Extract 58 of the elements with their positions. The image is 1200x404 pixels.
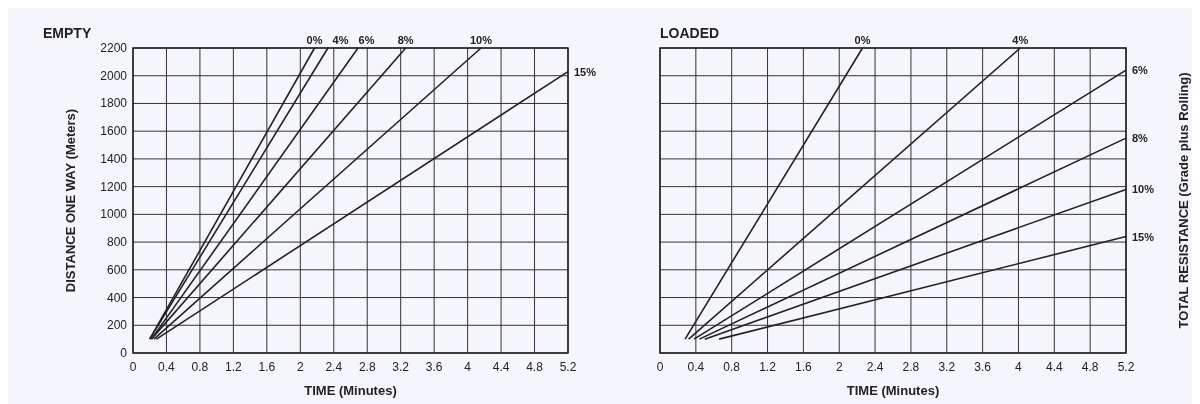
x-tick-label: 2.8 (358, 360, 376, 374)
series-label: 4% (1012, 34, 1029, 46)
y-tick-label: 600 (106, 262, 128, 277)
x-axis-title: TIME (Minutes) (846, 383, 940, 398)
series-label: 15% (1132, 230, 1155, 243)
x-tick-label: 1.6 (795, 360, 813, 374)
x-tick-label: 2.4 (325, 360, 343, 374)
x-tick-label: 2.8 (902, 360, 920, 374)
series-label: 0% (854, 34, 871, 46)
series-label: 6% (1132, 64, 1149, 77)
x-tick-label: 5.2 (1117, 360, 1135, 374)
x-tick-label: 0.8 (723, 360, 741, 374)
series-label: 10% (469, 34, 493, 46)
x-tick-label: 1.6 (258, 360, 276, 374)
x-tick-label: 0 (656, 360, 664, 374)
y-tick-label: 1400 (100, 151, 128, 166)
x-tick-label: 4.8 (1081, 360, 1099, 374)
x-tick-label: 0.8 (191, 360, 209, 374)
series-label: 0% (306, 34, 323, 46)
series-label: 8% (397, 34, 414, 46)
x-tick-label: 4 (464, 360, 472, 374)
x-tick-label: 1.2 (225, 360, 243, 374)
x-tick-label: 2.4 (866, 360, 884, 374)
x-tick-label: 4.4 (492, 360, 510, 374)
series-label: 10% (1132, 183, 1155, 196)
y-tick-label: 1800 (100, 96, 128, 111)
x-tick-label: 4.8 (526, 360, 544, 374)
x-tick-label: 3.6 (425, 360, 443, 374)
x-tick-label: 0.4 (158, 360, 176, 374)
x-tick-label: 0 (129, 360, 137, 374)
x-tick-label: 3.6 (974, 360, 992, 374)
x-tick-label: 1.2 (759, 360, 777, 374)
chart-title: LOADED (660, 25, 720, 41)
y-tick-label: 400 (106, 290, 128, 305)
y-tick-label: 2000 (100, 68, 128, 83)
x-tick-label: 3.2 (938, 360, 956, 374)
y-tick-label: 800 (106, 235, 128, 250)
series-label: 4% (332, 34, 349, 46)
x-tick-label: 2 (835, 360, 843, 374)
series-label: 6% (358, 34, 375, 46)
x-axis-title: TIME (Minutes) (304, 383, 397, 398)
x-tick-label: 5.2 (559, 360, 577, 374)
x-tick-label: 3.2 (392, 360, 410, 374)
y-tick-label: 2200 (100, 41, 128, 55)
x-tick-label: 4.4 (1045, 360, 1063, 374)
y-tick-label: 1200 (100, 179, 128, 194)
series-label: 8% (1132, 132, 1149, 145)
legend-title: TOTAL RESISTANCE (Grade plus Rolling) (1176, 72, 1191, 329)
y-axis-title: DISTANCE ONE WAY (Meters) (63, 108, 78, 293)
y-tick-label: 200 (106, 318, 128, 333)
chart-title: EMPTY (43, 25, 92, 41)
y-tick-label: 0 (120, 346, 128, 360)
y-tick-label: 1600 (100, 124, 128, 139)
x-tick-label: 0.4 (687, 360, 705, 374)
x-tick-label: 2 (296, 360, 304, 374)
series-label: 15% (574, 65, 597, 78)
x-tick-label: 4 (1015, 360, 1023, 374)
y-tick-label: 1000 (100, 207, 128, 222)
